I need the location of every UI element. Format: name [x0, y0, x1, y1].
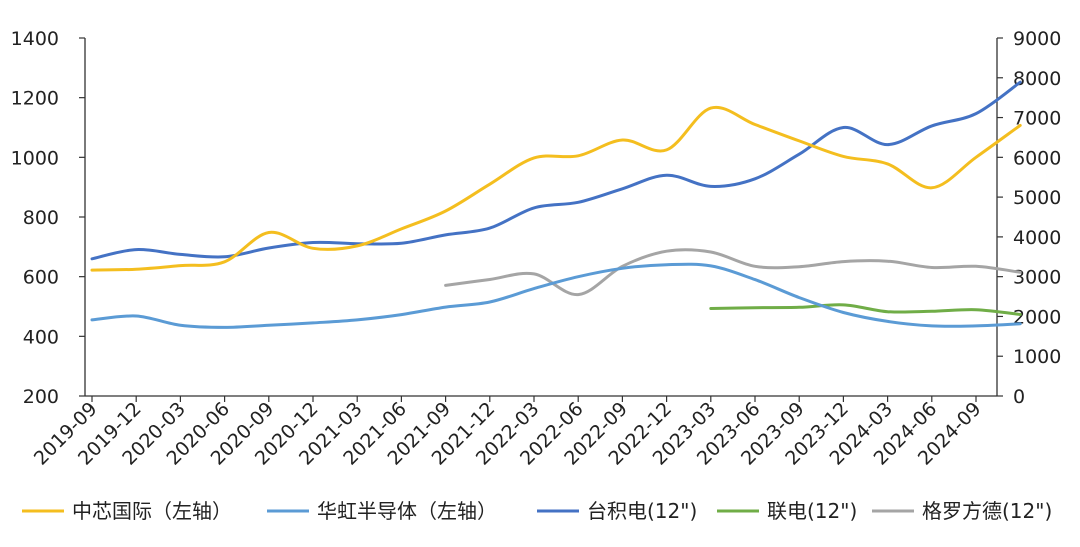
series-line-0: [90, 105, 1022, 272]
legend: 中芯国际（左轴） 华虹半导体（左轴） 台积电(12") 联电(12") 格罗方德(12"…: [22, 499, 1052, 523]
right-axis-ticks: 0 1000 2000 3000 4000 5000 6000 7000 8000 9000: [997, 28, 1061, 408]
right-tick-label: 4000: [1013, 227, 1061, 249]
right-tick-label: 6000: [1013, 147, 1061, 169]
right-tick-label: 0: [1013, 386, 1025, 408]
legend-label: 格罗方德(12"): [922, 499, 1052, 523]
series-line-4: [444, 248, 1022, 297]
legend-label: 华虹半导体（左轴）: [317, 499, 497, 523]
left-axis-ticks: 200 400 600 800 1000 1200 1400: [11, 28, 85, 408]
series-line-2: [90, 80, 1022, 261]
legend-label: 中芯国际（左轴）: [72, 499, 232, 523]
legend-label: 台积电(12"): [587, 499, 697, 523]
series-line-3: [709, 303, 1022, 316]
left-tick-label: 600: [23, 267, 59, 289]
right-tick-label: 8000: [1013, 68, 1061, 90]
left-tick-label: 400: [23, 326, 59, 348]
right-tick-label: 7000: [1013, 108, 1061, 130]
right-tick-label: 1000: [1013, 346, 1061, 368]
left-tick-label: 800: [23, 207, 59, 229]
left-tick-label: 1400: [11, 28, 59, 50]
series-lines: [90, 80, 1022, 329]
right-tick-label: 9000: [1013, 28, 1061, 50]
right-tick-label: 3000: [1013, 267, 1061, 289]
left-tick-label: 1200: [11, 88, 59, 110]
left-tick-label: 200: [23, 386, 59, 408]
right-tick-label: 2000: [1013, 306, 1061, 328]
right-tick-label: 5000: [1013, 187, 1061, 209]
left-tick-label: 1000: [11, 147, 59, 169]
series-line-1: [90, 262, 1022, 329]
legend-label: 联电(12"): [767, 499, 857, 523]
x-axis-ticks: 2019-092019-122020-032020-062020-092020-…: [30, 396, 986, 470]
